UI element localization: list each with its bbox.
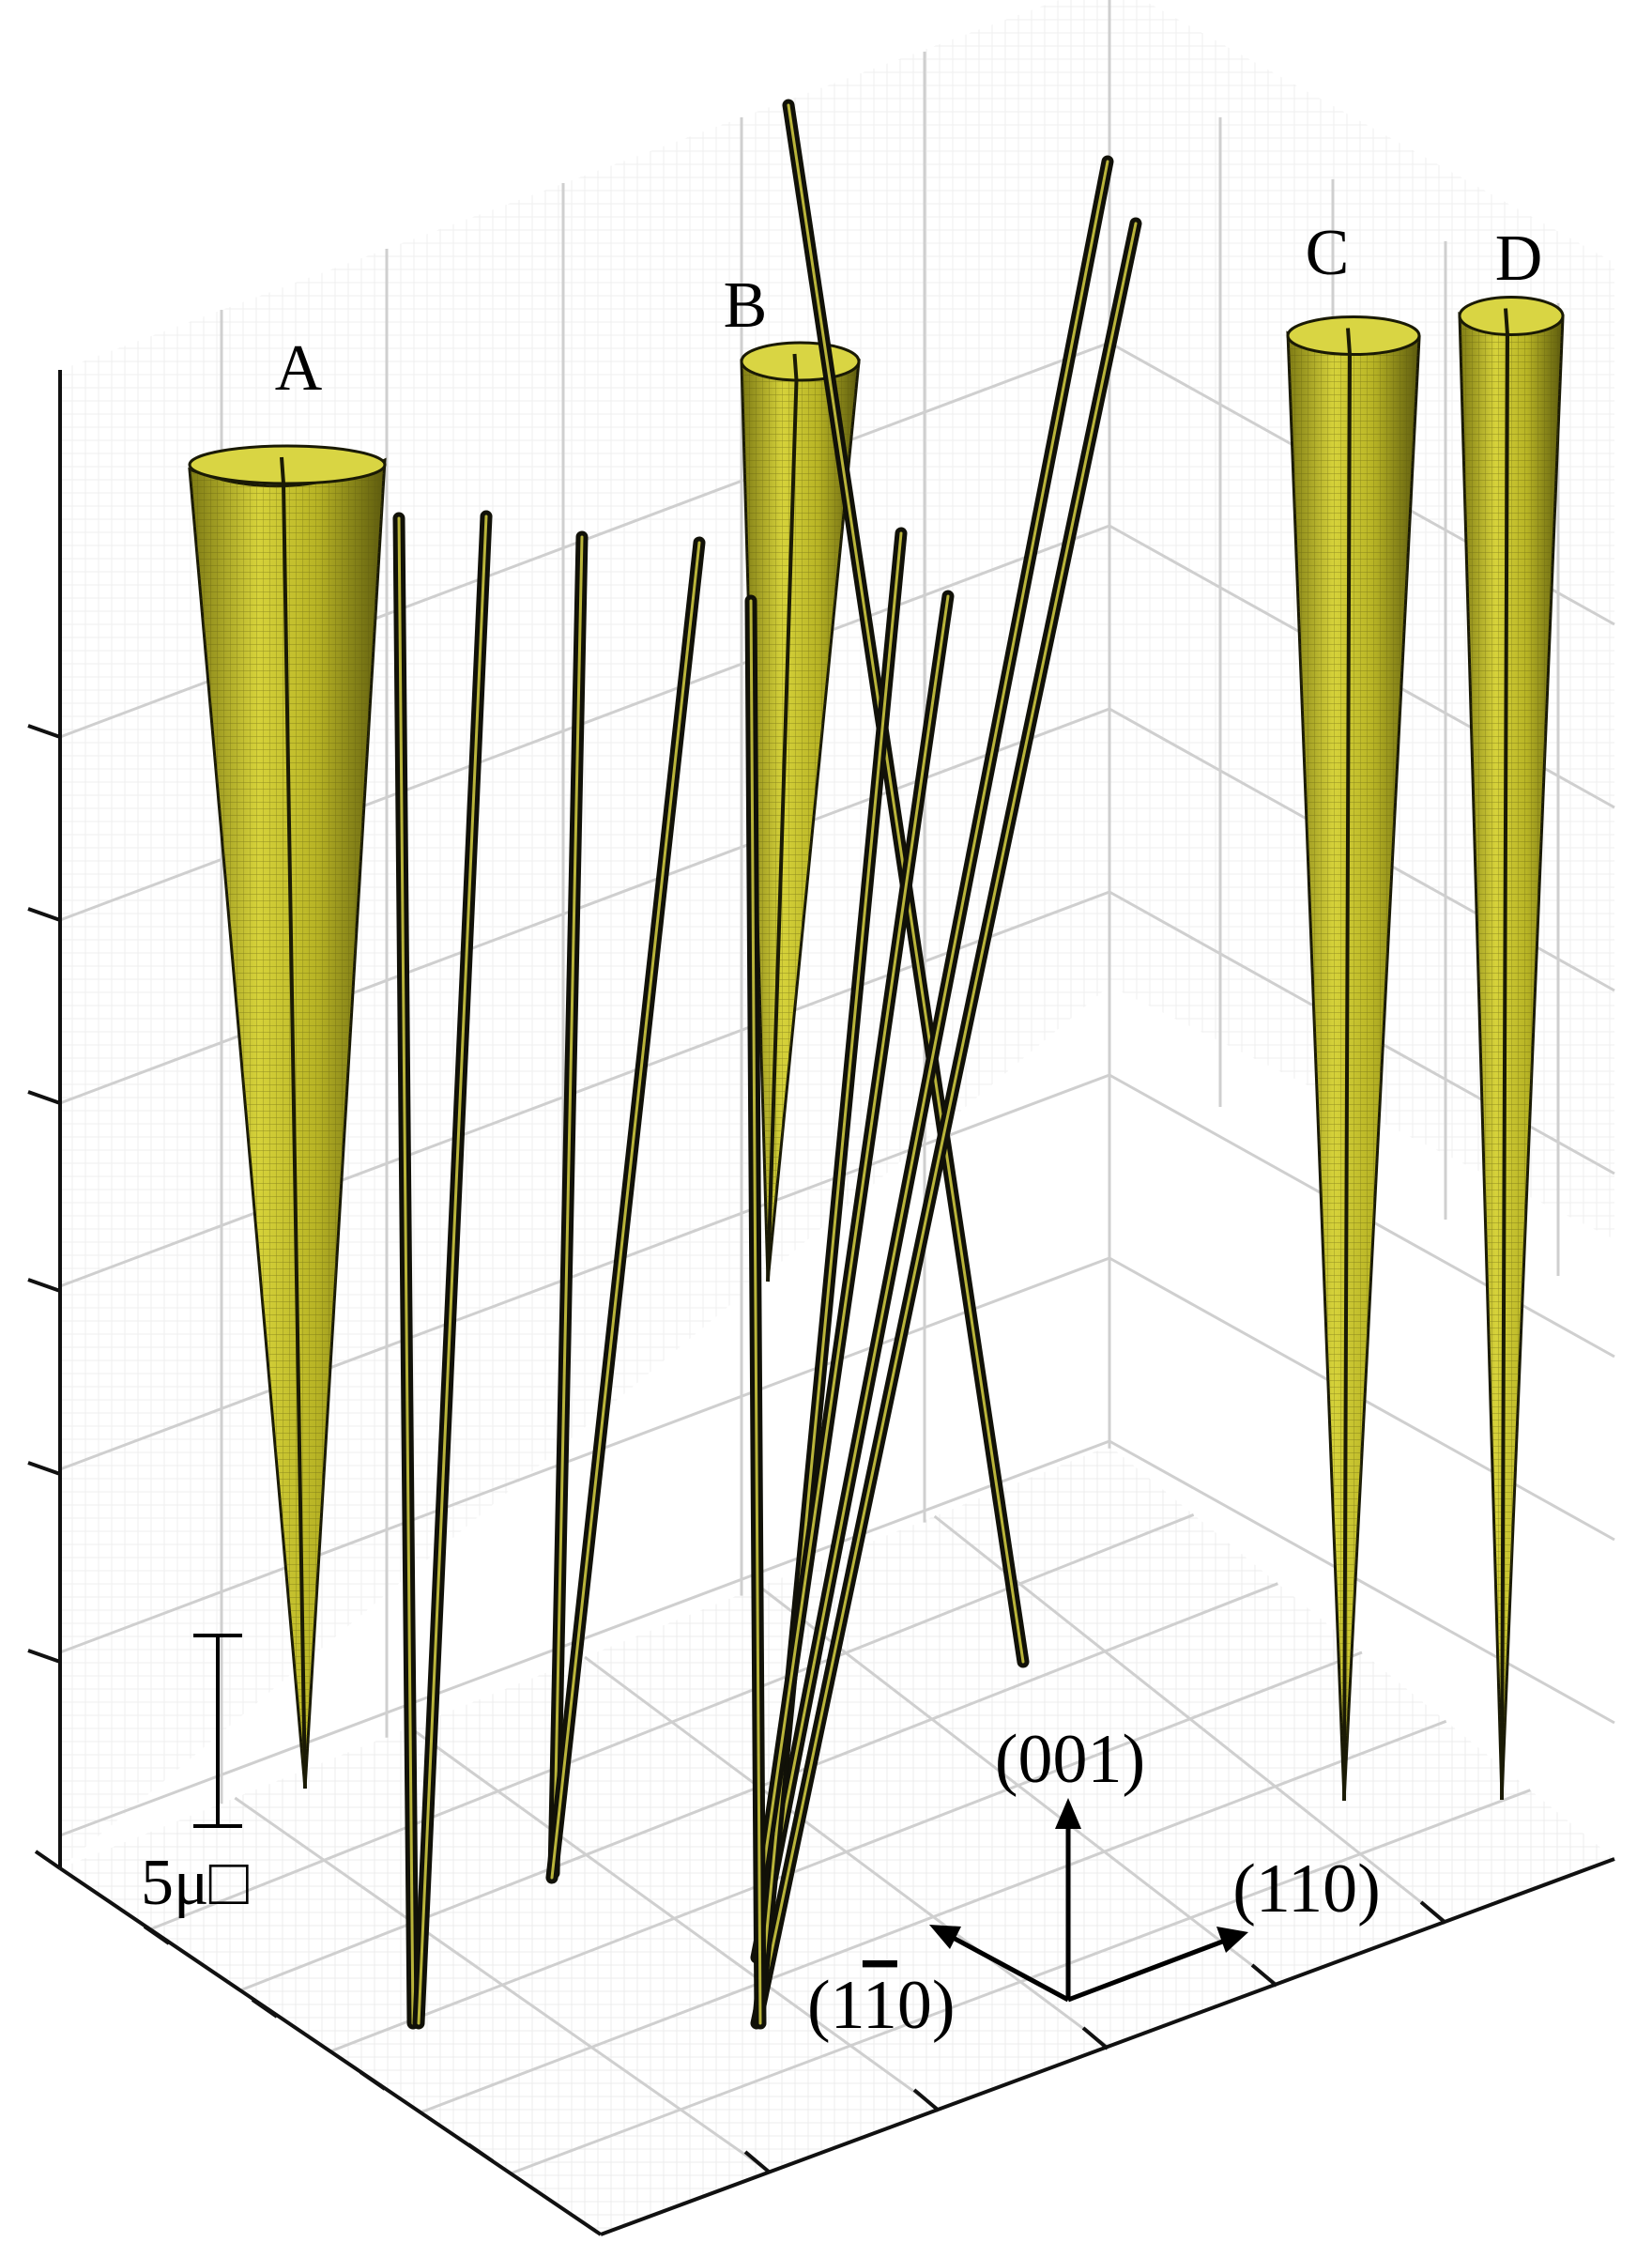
axis-label-001: (001) [995,1721,1145,1798]
grid-horizontal-line [59,707,1110,1105]
axis-label-1bar10-bar: 1 [863,1967,897,2044]
arrow-001-head [1055,1798,1081,1829]
grid-horizontal-line [1109,1439,1615,1725]
cone-b-mesh [742,361,859,1282]
axis-label-1bar10-suffix: 0) [897,1967,956,2044]
cone-d-rim [1458,296,1565,336]
axis-label-1bar10: (110) [807,1967,956,2044]
grid-horizontal-line [59,1439,1110,1837]
cone-c [1286,315,1421,1802]
orientation-labels: (001) (110) (110) [807,1721,1381,2044]
right-axis-tick [1081,2026,1109,2050]
cone-a-rim [188,444,387,485]
axis-label-1bar10-prefix: (1 [807,1967,863,2044]
rods-group [392,99,1142,2030]
rod-10-core [749,599,762,2025]
label-d: D [1495,223,1543,295]
right-axis-tick [912,2088,941,2112]
cone-a-mesh [190,460,385,1789]
cone-a-seam [280,456,307,1789]
left-axis-tick [34,1850,62,1870]
z-axis-tick [27,1090,61,1105]
label-b: B [724,269,768,342]
rod-2-core [417,514,488,2025]
z-axis-tick [27,724,61,739]
arrow-1-10-head [929,1925,961,1949]
left-axis-tick [467,2142,495,2163]
cone-a [188,444,387,1789]
cone-labels: A B C D [275,217,1543,405]
floor-plane [60,1446,1614,2234]
right-axis-tick [743,2150,772,2174]
grid-horizontal-line [59,1256,1110,1654]
rod-7-core [755,222,1138,2025]
right-axis-tick [1419,1900,1447,1925]
scale-bar: 5μ□ [141,1634,249,1919]
rod-4-core [550,541,701,1880]
cone-d-seam [1500,308,1510,1801]
rod-3-core [552,535,584,1875]
cone-c-seam [1342,328,1353,1802]
arrow-110-head [1216,1927,1248,1953]
cone-c-mesh [1288,333,1419,1801]
label-a: A [275,332,323,405]
z-axis-tick [27,1278,61,1293]
orientation-arrows [929,1798,1248,2003]
cone-b-seam [766,353,799,1282]
grid-horizontal-line [59,1073,1110,1471]
grid-horizontal-line [59,890,1110,1288]
rod-9-core [760,594,950,1880]
label-c: C [1306,217,1350,289]
z-axis-tick [27,1461,61,1476]
axis-label-110: (110) [1232,1850,1381,1927]
z-axis-tick [27,1649,61,1664]
cone-d-mesh [1460,315,1563,1800]
cone-c-rim [1286,315,1421,356]
rod-1-core [397,516,415,2025]
left-axis-tick [359,2070,387,2091]
left-axis-tick [143,1925,171,1945]
axes [27,370,1615,2236]
right-axis-tick [1250,1963,1278,1988]
z-axis-tick [27,907,61,922]
cones-group [188,296,1565,1802]
arrow-1-10-line [946,1932,1070,2003]
rod-6-core [755,160,1109,1959]
arrow-110-line [1067,1938,1226,2003]
cone-d [1458,296,1565,1801]
grid-floor-line [933,1514,1446,1923]
scale-bar-label: 5μ□ [141,1847,249,1919]
cone-b-rim [740,341,861,382]
left-axis-tick [251,1998,279,2019]
